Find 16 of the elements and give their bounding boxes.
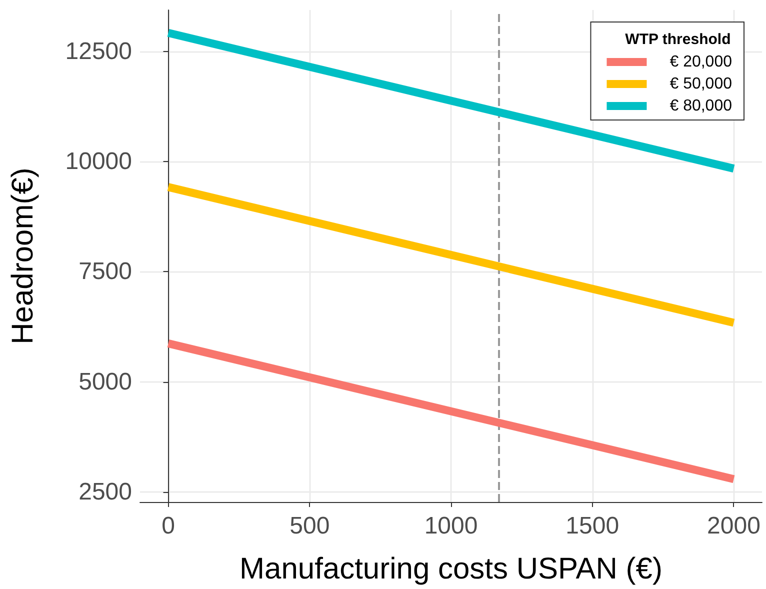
- y-tick-label: 10000: [65, 148, 132, 176]
- legend-title: WTP threshold: [625, 31, 731, 48]
- x-tick-label: 1000: [424, 512, 478, 540]
- legend-label: € 50,000: [670, 76, 732, 92]
- x-axis-title: Manufacturing costs USPAN (€): [240, 552, 662, 586]
- legend-label: € 80,000: [670, 98, 732, 114]
- x-tick-label: 2000: [707, 512, 760, 540]
- y-tick-label: 12500: [65, 38, 132, 65]
- x-tick-label: 0: [162, 512, 175, 540]
- x-tick-label: 500: [290, 512, 330, 540]
- y-tick-label: 7500: [78, 258, 132, 286]
- x-tick-label: 1500: [566, 512, 620, 540]
- legend-label: € 20,000: [670, 54, 732, 70]
- y-axis-title: Headroom(€): [6, 168, 40, 344]
- y-tick-label: 5000: [78, 368, 132, 396]
- y-tick-label: 2500: [78, 478, 132, 506]
